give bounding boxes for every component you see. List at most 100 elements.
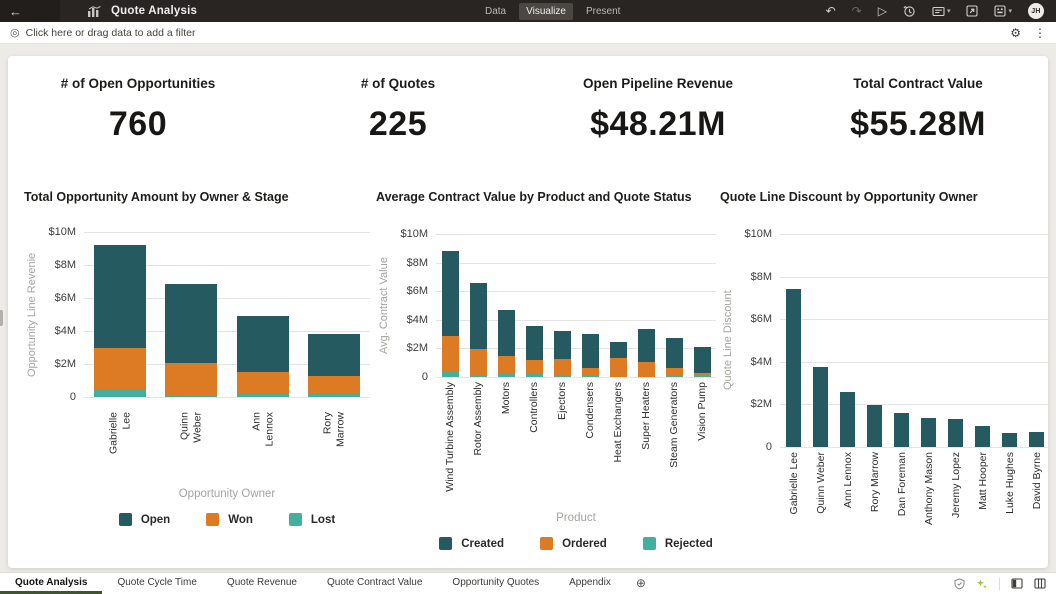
bar-segment[interactable] [442,251,459,336]
bar-segment[interactable] [554,331,571,359]
bar-segment[interactable] [666,368,683,376]
apps-grid-icon[interactable]: ▾ [994,5,1012,17]
tab-present[interactable]: Present [579,3,627,20]
kpi-open-opportunities[interactable]: # of Open Opportunities 760 [8,76,268,144]
legend-item[interactable]: Lost [289,513,335,526]
bar[interactable] [1002,234,1017,447]
bar-segment[interactable] [308,334,360,375]
bar-segment[interactable] [894,413,909,447]
bar-segment[interactable] [165,395,217,397]
layout-sidebar-icon[interactable] [1011,578,1023,589]
history-clock-icon[interactable] [903,5,916,18]
bar[interactable] [610,234,627,377]
bar-segment[interactable] [470,375,487,377]
bar-segment[interactable] [94,348,146,389]
back-button[interactable]: ← [0,0,60,22]
bar-segment[interactable] [813,367,828,447]
bar-segment[interactable] [666,376,683,377]
bar-segment[interactable] [470,283,487,349]
bar-segment[interactable] [921,418,936,447]
bar-segment[interactable] [442,371,459,377]
gear-icon[interactable]: ⚙ [1010,27,1021,39]
bar-segment[interactable] [308,393,360,397]
bar-segment[interactable] [638,362,655,377]
bar-segment[interactable] [840,392,855,447]
legend-item[interactable]: Ordered [540,537,607,550]
bar[interactable] [921,234,936,447]
chart-quote-line-discount-by-owner[interactable]: Quote Line Discount by Opportunity Owner… [720,190,1048,542]
bar[interactable] [948,234,963,447]
bar[interactable] [867,234,882,447]
bar-segment[interactable] [237,316,289,372]
undo-icon[interactable]: ↶ [826,5,836,17]
bar-segment[interactable] [554,359,571,375]
bar[interactable] [165,232,217,397]
bar-segment[interactable] [694,376,711,377]
side-panel-handle[interactable] [0,310,3,326]
legend-item[interactable]: Open [119,513,170,526]
kebab-menu-icon[interactable]: ⋮ [1034,27,1046,39]
bar[interactable] [308,232,360,397]
bar-segment[interactable] [237,372,289,393]
bar-segment[interactable] [948,419,963,447]
bar-segment[interactable] [94,245,146,347]
bar[interactable] [666,234,683,377]
user-avatar[interactable]: JH [1028,3,1044,19]
chart-opportunity-amount-by-owner-stage[interactable]: Total Opportunity Amount by Owner & Stag… [24,190,370,526]
bar-segment[interactable] [442,336,459,370]
add-page-icon[interactable]: ⊕ [626,573,656,594]
display-options-icon[interactable]: ▾ [932,6,951,17]
bar-segment[interactable] [610,358,627,377]
kpi-open-pipeline-revenue[interactable]: Open Pipeline Revenue $48.21M [528,76,788,144]
page-tab-opportunity-quotes[interactable]: Opportunity Quotes [437,573,554,594]
bar-segment[interactable] [165,363,217,394]
page-tab-appendix[interactable]: Appendix [554,573,626,594]
bar-segment[interactable] [582,368,599,377]
bar-segment[interactable] [582,376,599,377]
controls-shield-icon[interactable] [954,578,965,590]
legend-item[interactable]: Won [206,513,253,526]
bar-segment[interactable] [94,389,146,397]
bar-segment[interactable] [867,405,882,447]
bar-segment[interactable] [1029,432,1044,447]
legend-item[interactable]: Rejected [643,537,713,550]
bar[interactable] [894,234,909,447]
bar[interactable] [582,234,599,377]
bar-segment[interactable] [165,284,217,363]
bar[interactable] [237,232,289,397]
kpi-quotes[interactable]: # of Quotes 225 [268,76,528,144]
bar-segment[interactable] [526,374,543,377]
legend-item[interactable]: Created [439,537,504,550]
page-tab-quote-contract-value[interactable]: Quote Contract Value [312,573,437,594]
bar[interactable] [638,234,655,377]
page-tab-quote-cycle-time[interactable]: Quote Cycle Time [102,573,211,594]
bar[interactable] [94,232,146,397]
bar[interactable] [840,234,855,447]
page-tab-quote-analysis[interactable]: Quote Analysis [0,573,102,594]
kpi-total-contract-value[interactable]: Total Contract Value $55.28M [788,76,1048,144]
page-tab-quote-revenue[interactable]: Quote Revenue [212,573,312,594]
bar[interactable] [470,234,487,377]
play-icon[interactable]: ▷ [878,5,887,17]
bar-segment[interactable] [694,347,711,373]
bar[interactable] [975,234,990,447]
bar[interactable] [442,234,459,377]
bar-segment[interactable] [498,310,515,356]
bar[interactable] [498,234,515,377]
bar-segment[interactable] [498,356,515,374]
tab-visualize[interactable]: Visualize [519,3,573,20]
bar-segment[interactable] [582,334,599,368]
bar[interactable] [1029,234,1044,447]
chart-avg-contract-value-by-product-status[interactable]: Average Contract Value by Product and Qu… [376,190,716,550]
bar-segment[interactable] [610,342,627,358]
bar-segment[interactable] [1002,433,1017,447]
bar[interactable] [554,234,571,377]
bar-segment[interactable] [470,349,487,375]
bar-segment[interactable] [554,376,571,377]
bar-segment[interactable] [975,426,990,447]
bar-segment[interactable] [526,360,543,374]
layout-columns-icon[interactable] [1034,578,1046,589]
bar-segment[interactable] [498,374,515,377]
bar-segment[interactable] [638,329,655,362]
bar-segment[interactable] [237,393,289,397]
